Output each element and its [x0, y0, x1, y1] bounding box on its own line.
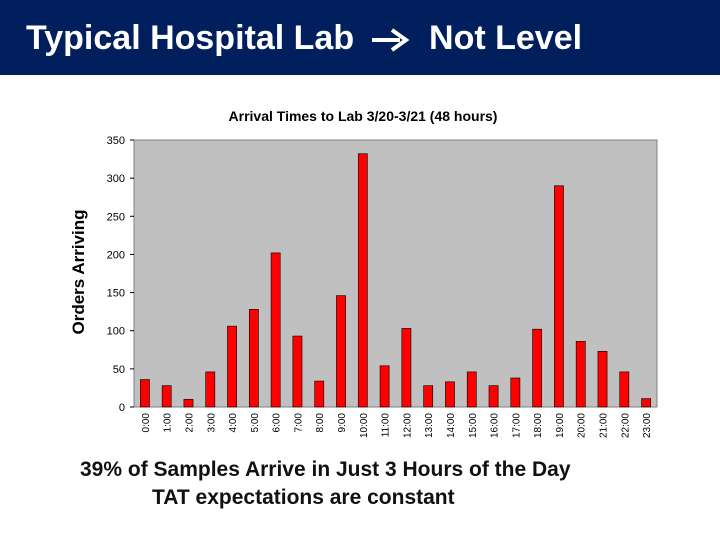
bar [401, 328, 412, 408]
bar [270, 252, 281, 408]
arrival-times-chart: Arrival Times to Lab 3/20-3/21 (48 hours… [69, 108, 658, 438]
bar [140, 379, 150, 408]
x-tick-label: 5:00 [250, 413, 261, 433]
y-tick-label: 50 [113, 364, 125, 376]
title-left-text: Typical Hospital Lab [26, 19, 355, 57]
bar [510, 377, 521, 408]
x-tick-label: 19:00 [555, 413, 566, 438]
x-tick-label: 13:00 [424, 413, 435, 438]
bar [205, 371, 216, 408]
footer-line-2: TAT expectations are constant [152, 486, 455, 509]
x-tick-label: 3:00 [206, 413, 217, 433]
chart-title: Arrival Times to Lab 3/20-3/21 (48 hours… [229, 108, 498, 124]
bar [641, 398, 651, 408]
title-bar: Typical Hospital Lab Not Level [0, 0, 720, 75]
x-axis: 0:00 1:00 2:00 3:00 4:00 5:00 6:00 7:00 8:00 9:00… [141, 413, 653, 438]
y-axis: 0 50 100 150 200 250 300 350 [107, 135, 134, 414]
x-tick-label: 2:00 [184, 413, 195, 433]
y-axis-label: Orders Arriving [69, 209, 88, 334]
bar [532, 328, 543, 408]
x-tick-label: 7:00 [293, 413, 304, 433]
x-tick-label: 23:00 [642, 413, 653, 438]
x-tick-label: 9:00 [337, 413, 348, 433]
right-arrow-icon [371, 28, 410, 52]
y-tick-label: 300 [107, 173, 125, 185]
bar [575, 341, 586, 408]
bar [292, 335, 303, 408]
bar-series [140, 153, 651, 408]
x-tick-label: 12:00 [402, 413, 413, 438]
bar [379, 365, 390, 408]
title-right-text: Not Level [429, 19, 583, 57]
bar [161, 385, 172, 408]
slide-title: Typical Hospital Lab Not Level [26, 18, 582, 58]
bar [597, 351, 608, 408]
bar [357, 153, 368, 408]
y-tick-label: 150 [107, 288, 125, 300]
x-tick-label: 18:00 [533, 413, 544, 438]
x-tick-label: 4:00 [228, 413, 239, 433]
bar [488, 385, 499, 408]
bar [619, 371, 630, 408]
x-tick-label: 8:00 [315, 413, 326, 433]
bar [248, 309, 259, 408]
bar [554, 185, 564, 408]
bar [466, 371, 477, 408]
bar [314, 380, 325, 408]
x-tick-label: 0:00 [141, 413, 152, 433]
y-tick-label: 0 [119, 402, 125, 414]
x-tick-label: 15:00 [468, 413, 479, 438]
x-tick-label: 17:00 [511, 413, 522, 438]
x-tick-label: 11:00 [381, 413, 392, 438]
x-tick-label: 22:00 [620, 413, 631, 438]
bar [183, 399, 194, 408]
y-tick-label: 250 [107, 211, 125, 223]
plot-area [133, 139, 658, 408]
x-tick-label: 20:00 [577, 413, 588, 438]
bar [336, 295, 346, 408]
x-tick-label: 6:00 [272, 413, 283, 433]
x-tick-label: 21:00 [599, 413, 610, 438]
y-tick-label: 200 [107, 249, 125, 261]
x-tick-label: 10:00 [359, 413, 370, 438]
y-tick-label: 350 [107, 135, 125, 147]
bar [227, 325, 237, 408]
footer-line-1: 39% of Samples Arrive in Just 3 Hours of… [80, 458, 571, 481]
bar [445, 381, 455, 408]
bar [423, 385, 434, 408]
y-tick-label: 100 [107, 326, 125, 338]
x-tick-label: 16:00 [490, 413, 501, 438]
x-tick-label: 1:00 [163, 413, 174, 433]
x-tick-label: 14:00 [446, 413, 457, 438]
